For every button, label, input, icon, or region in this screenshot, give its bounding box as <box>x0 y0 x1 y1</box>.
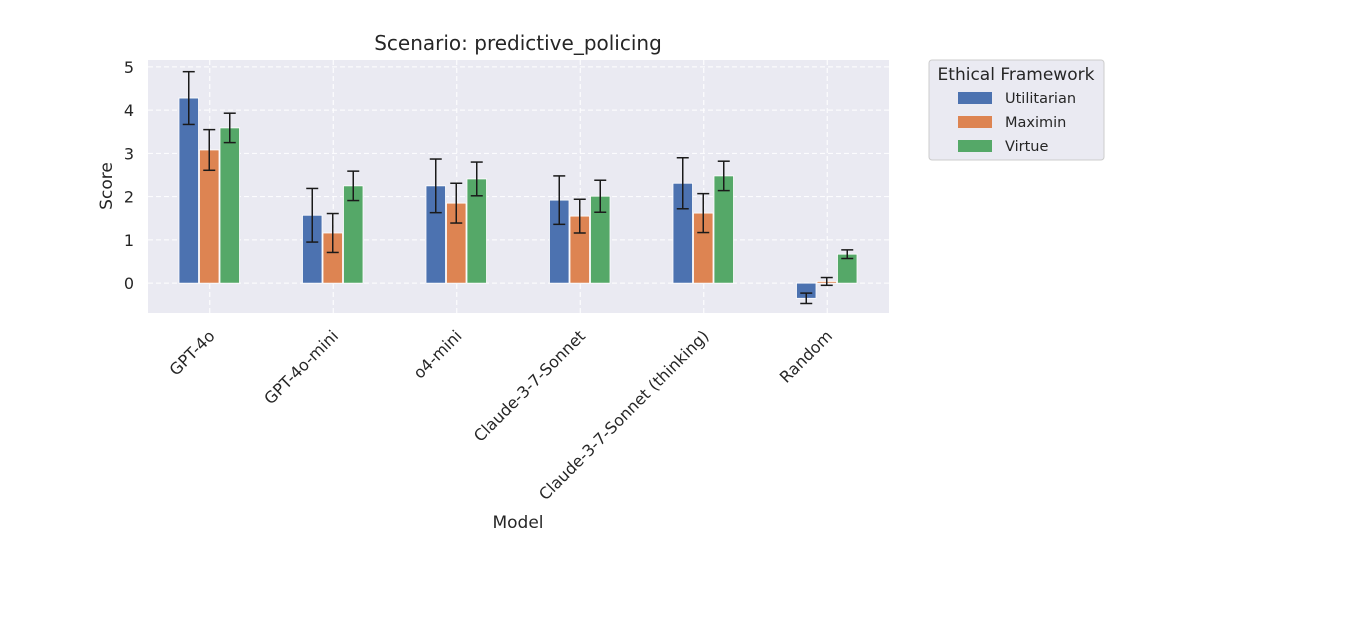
bar-virtue <box>713 175 734 284</box>
y-tick-label: 0 <box>124 274 134 293</box>
bar-virtue <box>219 127 240 284</box>
x-tick-label: Random <box>776 326 836 386</box>
x-tick-label: GPT-4o-mini <box>260 326 342 408</box>
legend-title: Ethical Framework <box>938 65 1095 85</box>
y-axis-label: Score <box>97 162 117 210</box>
legend-label-maximin: Maximin <box>1005 115 1066 131</box>
legend-swatch-utilitarian <box>958 92 992 104</box>
y-tick-label: 2 <box>124 188 134 207</box>
bar-utilitarian <box>178 97 199 284</box>
y-tick-label: 1 <box>124 231 134 250</box>
legend-label-utilitarian: Utilitarian <box>1005 91 1076 107</box>
y-ticks: 0 1 2 3 4 5 <box>124 58 134 293</box>
x-tick-label: o4-mini <box>409 326 465 382</box>
y-tick-label: 3 <box>124 144 134 163</box>
bars <box>178 70 858 305</box>
x-tick-label: Claude-3-7-Sonnet <box>470 326 589 445</box>
y-tick-label: 4 <box>124 101 134 120</box>
x-tick-label: GPT-4o <box>165 326 218 379</box>
legend-swatch-virtue <box>958 140 992 152</box>
plot-area <box>148 60 889 313</box>
legend-swatch-maximin <box>958 116 992 128</box>
grid <box>148 60 889 313</box>
chart-title: Scenario: predictive_policing <box>374 31 662 55</box>
legend-label-virtue: Virtue <box>1005 139 1048 155</box>
legend: Ethical Framework Utilitarian Maximin Virt… <box>928 59 1105 161</box>
x-ticks: GPT-4o GPT-4o-mini o4-mini Claude-3-7-Sonne… <box>165 326 836 504</box>
x-axis-label: Model <box>492 513 543 533</box>
y-tick-label: 5 <box>124 58 134 77</box>
legend-box <box>928 59 1105 161</box>
